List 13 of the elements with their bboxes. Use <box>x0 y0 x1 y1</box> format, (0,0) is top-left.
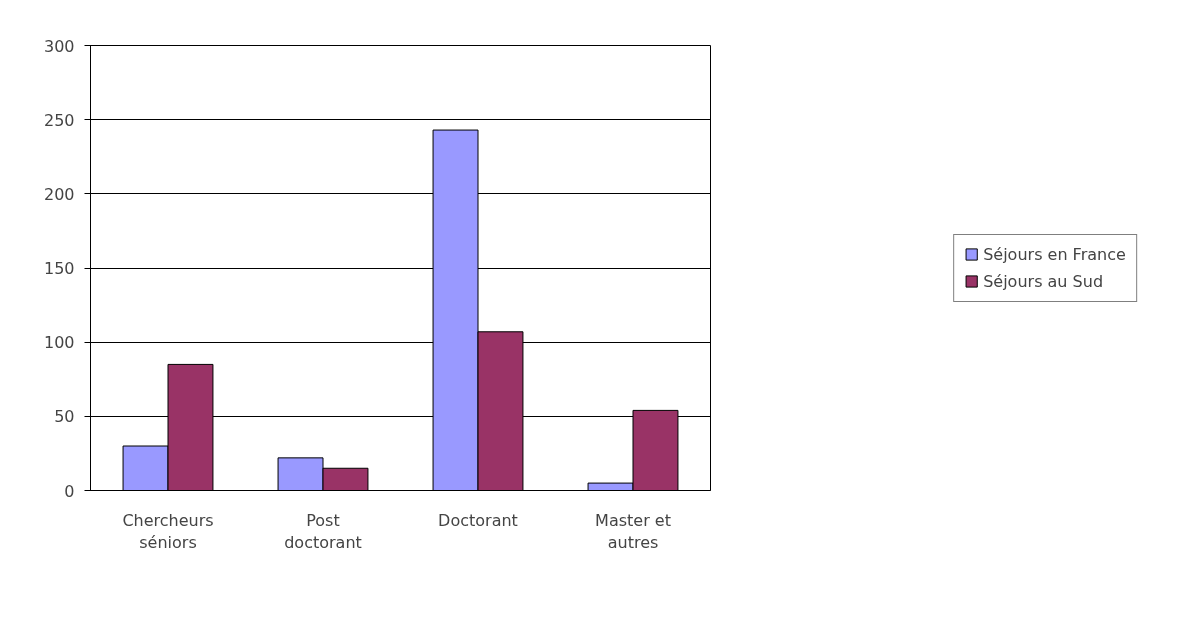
legend-label: Séjours au Sud <box>983 271 1104 291</box>
x-tick-label: Master et autres <box>595 510 671 553</box>
y-tick-label: 0 <box>64 481 75 501</box>
x-tick-label: Post doctorant <box>284 510 362 553</box>
legend-label: Séjours en France <box>983 244 1126 264</box>
y-tick-label: 300 <box>43 36 75 56</box>
y-tick-label: 200 <box>43 184 75 204</box>
x-tick-label: Chercheurs séniors <box>122 510 214 553</box>
y-tick-label: 100 <box>43 333 75 353</box>
x-tick-label: Doctorant <box>438 510 518 530</box>
y-tick-label: 50 <box>54 407 75 427</box>
y-tick-label: 250 <box>43 110 75 130</box>
y-tick-label: 150 <box>43 259 75 278</box>
